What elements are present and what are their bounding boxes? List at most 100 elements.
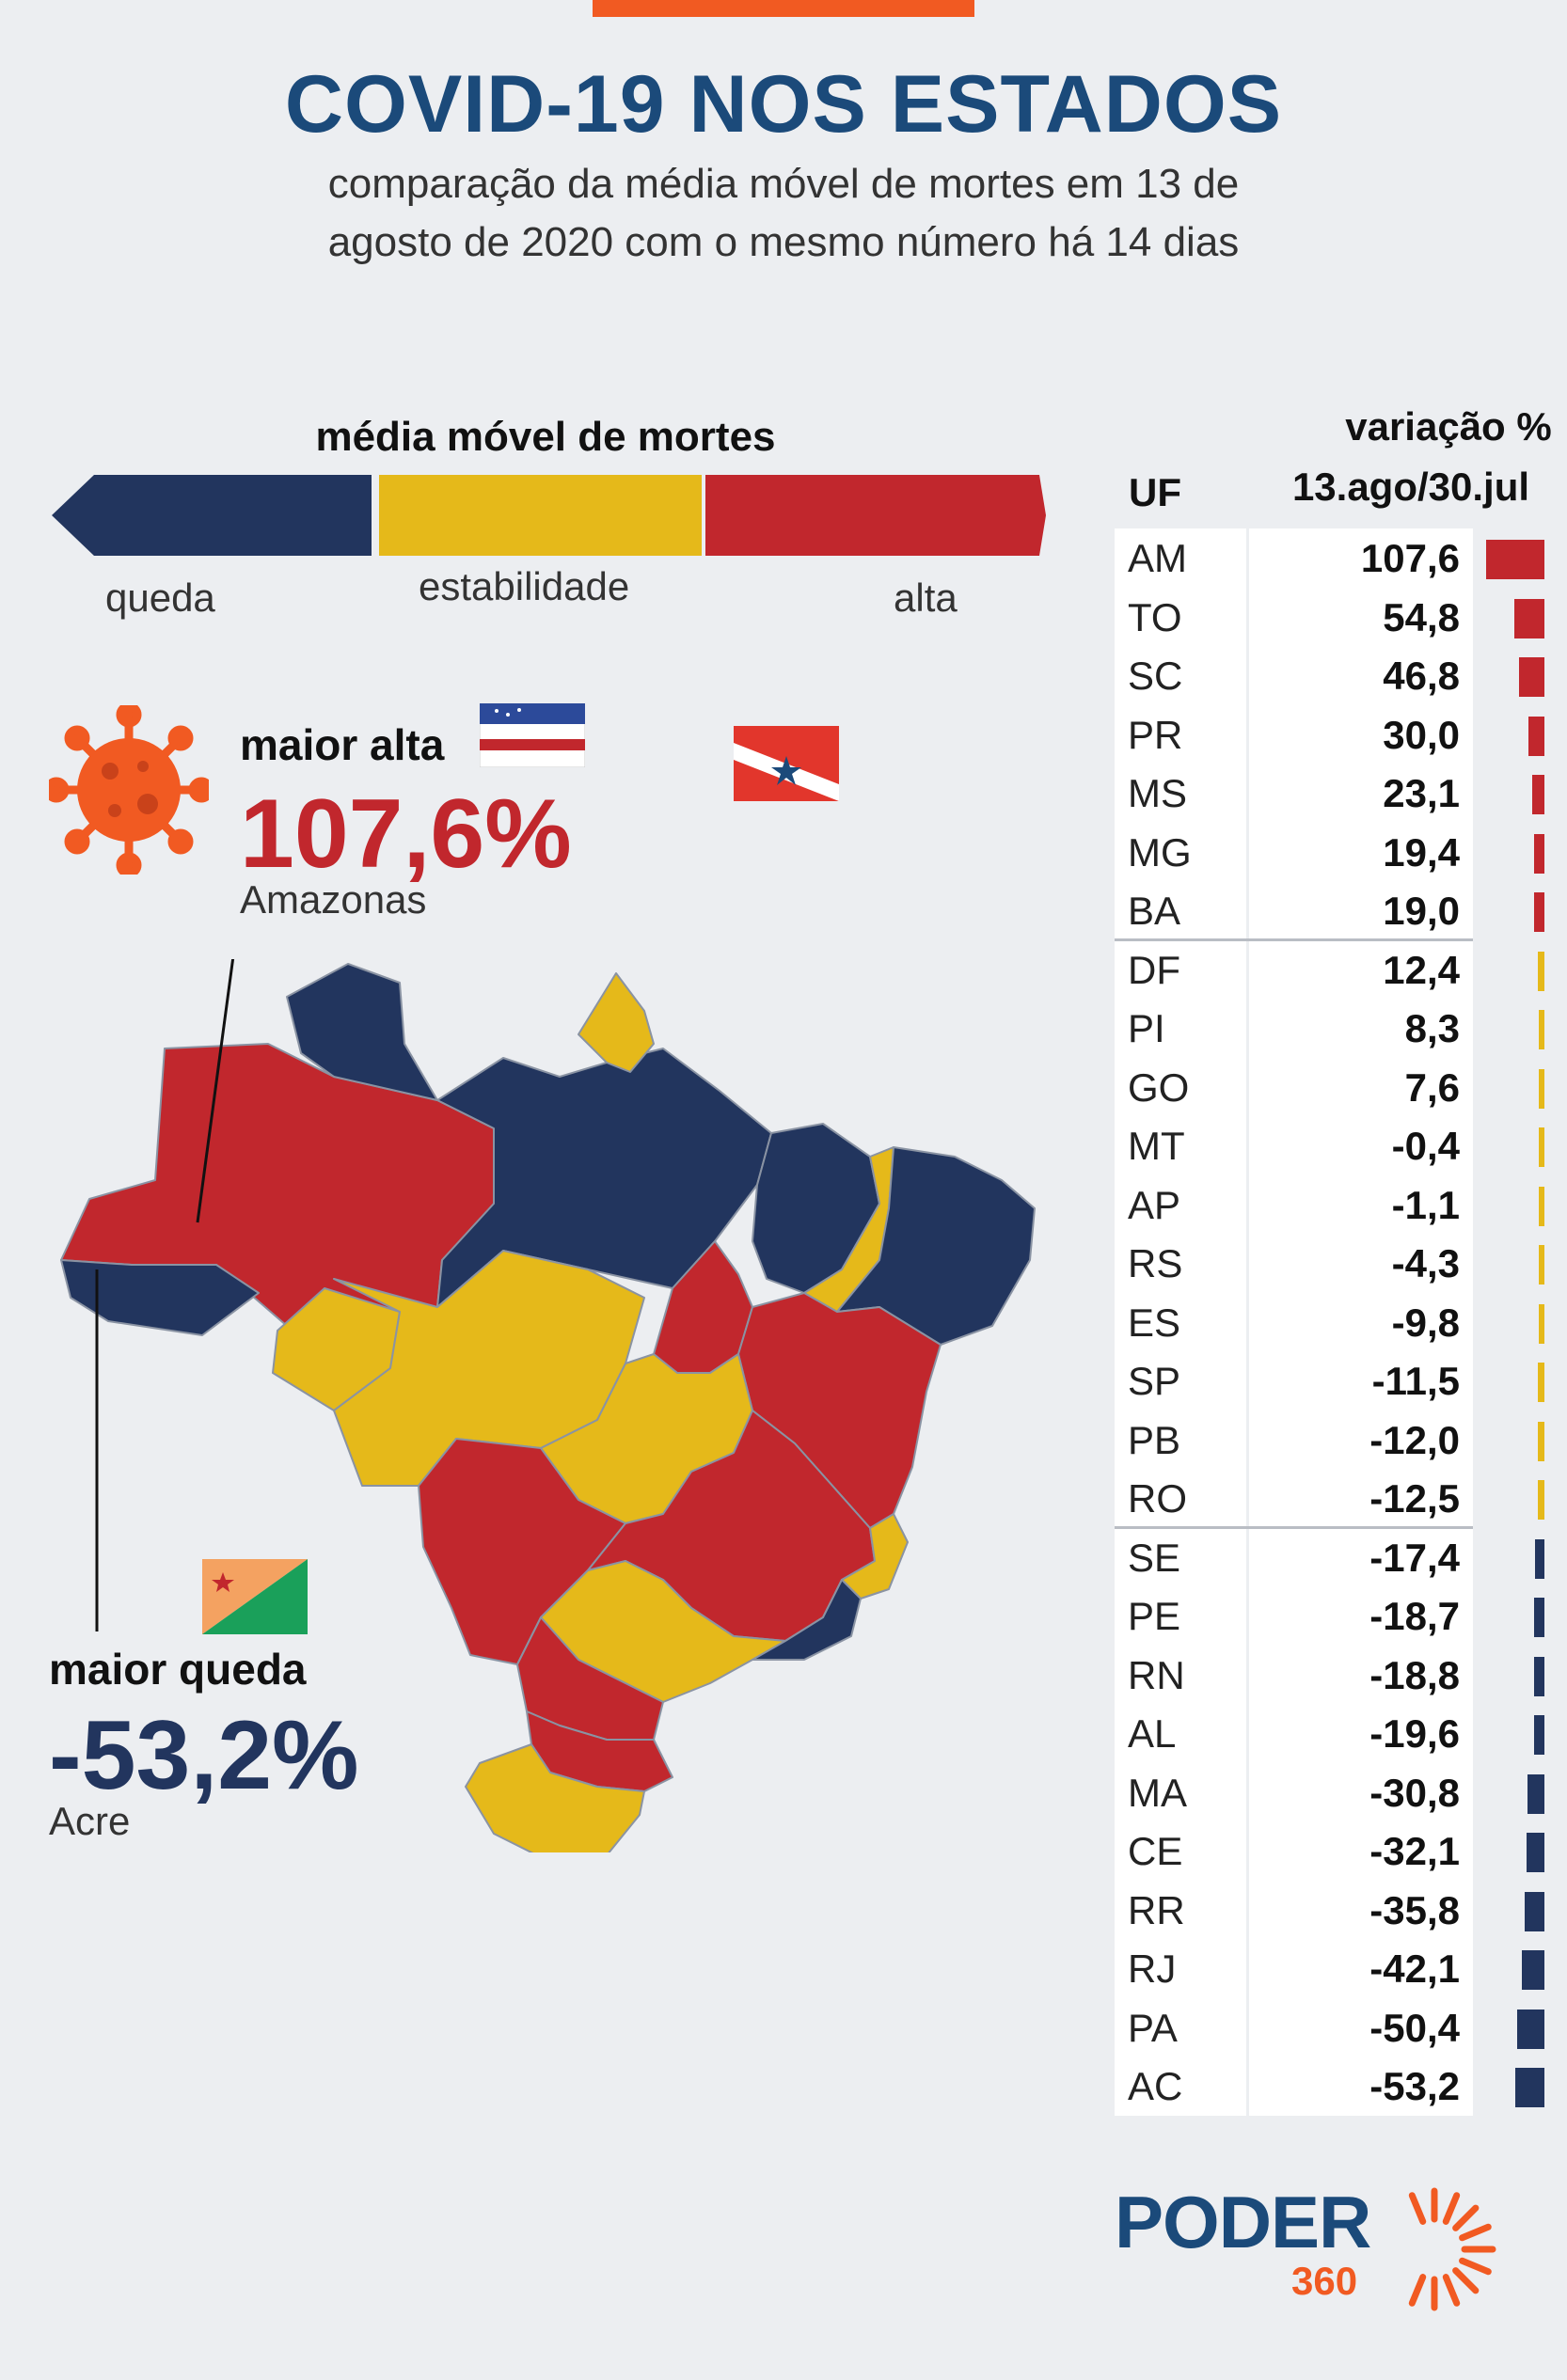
uf-cell: PI — [1115, 999, 1246, 1058]
value-cell: 19,4 — [1249, 822, 1473, 881]
table-row: RS -4,3 — [1115, 1234, 1567, 1293]
uf-label: CE — [1128, 1829, 1183, 1873]
max-rise-state: Amazonas — [240, 877, 427, 922]
uf-cell: MS — [1115, 764, 1246, 823]
uf-label: PR — [1128, 712, 1183, 757]
legend-swatch-estabilidade — [379, 475, 702, 556]
uf-cell: RJ — [1115, 1939, 1246, 1998]
value-label: -42,1 — [1369, 1947, 1460, 1991]
bar-ma — [1527, 1773, 1544, 1814]
table-row: MA -30,8 — [1115, 1762, 1567, 1821]
value-cell: -42,1 — [1249, 1939, 1473, 1998]
virus-icon — [49, 705, 209, 875]
max-drop-value: -53,2% — [49, 1701, 359, 1810]
page-title: COVID-19 NOS ESTADOS — [284, 59, 1283, 150]
uf-label: AC — [1128, 2064, 1183, 2108]
uf-label: MS — [1128, 771, 1187, 815]
table-row: DF 12,4 — [1115, 939, 1567, 999]
value-cell: -4,3 — [1249, 1234, 1473, 1293]
uf-label: SE — [1128, 1535, 1181, 1580]
uf-label: AL — [1128, 1711, 1177, 1756]
value-cell: 8,3 — [1249, 999, 1473, 1058]
bar-ap — [1539, 1186, 1544, 1226]
table-row: RO -12,5 — [1115, 1469, 1567, 1528]
acre-flag-icon — [202, 1559, 308, 1634]
subtitle-line-1: comparação da média móvel de mortes em 1… — [327, 161, 1240, 207]
value-cell: -0,4 — [1249, 1116, 1473, 1175]
table-row: TO 54,8 — [1115, 587, 1567, 646]
table-row: AP -1,1 — [1115, 1174, 1567, 1234]
uf-cell: PA — [1115, 1997, 1246, 2057]
page-subtitle: comparação da média móvel de mortes em 1… — [219, 155, 1348, 272]
bar-ba — [1533, 892, 1544, 932]
value-label: 7,6 — [1404, 1064, 1460, 1110]
value-label: -11,5 — [1371, 1359, 1460, 1403]
uf-label: PE — [1128, 1594, 1181, 1638]
uf-cell: AC — [1115, 2057, 1246, 2116]
logo-sun-icon — [1408, 2187, 1496, 2311]
uf-label: GO — [1128, 1064, 1190, 1110]
value-cell: 12,4 — [1249, 939, 1473, 999]
uf-cell: MA — [1115, 1762, 1246, 1821]
bar-sc — [1518, 657, 1544, 697]
table-row: MG 19,4 — [1115, 822, 1567, 881]
bar-ms — [1531, 775, 1544, 814]
uf-label: AP — [1128, 1182, 1181, 1227]
uf-label: SC — [1128, 654, 1183, 698]
table-header-period: 13.ago/30.jul — [1291, 465, 1530, 509]
top-accent-bar — [593, 0, 974, 17]
table-row: MS 23,1 — [1115, 764, 1567, 823]
legend-label-alta: alta — [894, 575, 958, 620]
value-label: 19,4 — [1383, 829, 1460, 875]
bar-rj — [1521, 1950, 1544, 1990]
table-row: RJ -42,1 — [1115, 1939, 1567, 1998]
value-cell: 23,1 — [1249, 764, 1473, 823]
group-separator — [1115, 1525, 1473, 1529]
value-label: -18,7 — [1369, 1594, 1460, 1638]
uf-label: MG — [1128, 829, 1192, 875]
table-row: CE -32,1 — [1115, 1821, 1567, 1881]
sun-ray — [1408, 2274, 1427, 2307]
legend-title: média móvel de mortes — [315, 414, 776, 460]
uf-label: ES — [1128, 1300, 1181, 1345]
value-label: -1,1 — [1391, 1182, 1460, 1227]
table-row: MT -0,4 — [1115, 1116, 1567, 1175]
sun-ray — [1442, 2192, 1461, 2225]
table-row: SE -17,4 — [1115, 1527, 1567, 1586]
uf-label: RN — [1128, 1652, 1185, 1697]
value-cell: -11,5 — [1249, 1351, 1473, 1411]
uf-cell: PB — [1115, 1410, 1246, 1469]
table-row: PB -12,0 — [1115, 1410, 1567, 1469]
uf-cell: SE — [1115, 1527, 1246, 1586]
map-state-rs — [465, 1743, 645, 1852]
table-row: RR -35,8 — [1115, 1880, 1567, 1939]
value-label: -9,8 — [1391, 1300, 1460, 1345]
value-cell: 46,8 — [1249, 646, 1473, 705]
bar-es — [1539, 1303, 1544, 1344]
uf-cell: GO — [1115, 1057, 1246, 1116]
table-row: PI 8,3 — [1115, 999, 1567, 1058]
uf-label: MT — [1128, 1124, 1185, 1168]
table-row: PE -18,7 — [1115, 1586, 1567, 1646]
sun-ray — [1408, 2192, 1427, 2225]
uf-label: PB — [1128, 1417, 1181, 1462]
uf-label: RS — [1128, 1241, 1183, 1285]
sun-ray — [1452, 2267, 1480, 2294]
value-label: 30,0 — [1383, 712, 1460, 757]
uf-cell: AM — [1115, 528, 1246, 588]
value-cell: -19,6 — [1249, 1704, 1473, 1763]
bar-ac — [1515, 2068, 1544, 2107]
value-cell: 19,0 — [1249, 881, 1473, 940]
uf-cell: RR — [1115, 1880, 1246, 1939]
table-row: ES -9,8 — [1115, 1292, 1567, 1351]
value-label: 54,8 — [1383, 594, 1460, 639]
bar-pa — [1516, 2009, 1544, 2049]
uf-cell: PE — [1115, 1586, 1246, 1646]
value-cell: -30,8 — [1249, 1762, 1473, 1821]
legend-swatch-alta — [705, 475, 1046, 556]
value-cell: -32,1 — [1249, 1821, 1473, 1881]
uf-label: PI — [1128, 1006, 1165, 1050]
uf-label: TO — [1128, 594, 1182, 639]
bar-go — [1539, 1068, 1544, 1109]
uf-cell: DF — [1115, 939, 1246, 999]
